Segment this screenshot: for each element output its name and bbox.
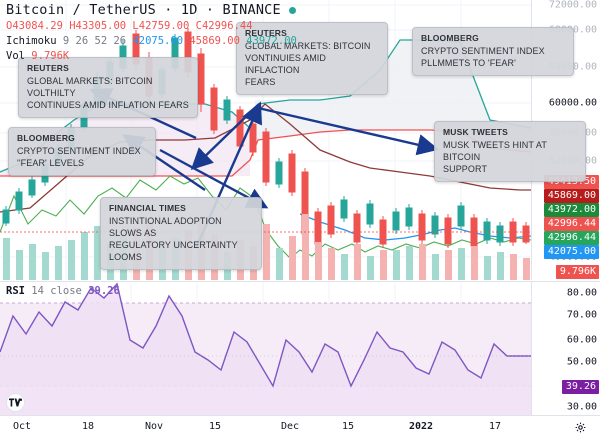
indicator-value-kijun: 45869.00 [189,35,240,47]
indicator-ichimoku-row[interactable]: Ichimoku 9 26 52 26 42075.00 45869.00 43… [6,35,297,47]
gear-icon[interactable] [573,420,587,434]
callout-headline-line-2: CONTINUES AMID INFLATION FEARS [27,100,189,110]
rsi-value-badge: 39.26 [561,380,599,394]
time-tick: 15 [341,421,355,432]
ichimoku-tenkan-line [299,213,531,241]
price-tick: 72000.00 [548,0,597,11]
callout-headline-line-2: PLLMMETS TO 'FEAR' [421,58,516,68]
callout-reuters-inflation[interactable]: REUTERS GLOBAL MARKETS: BITCOIN VONTINUI… [236,22,388,95]
rsi-legend[interactable]: RSI 14 close 39.26 [6,285,120,297]
symbol-title-text: Bitcoin / TetherUS · 1D · BINANCE [6,2,281,18]
price-badge-senkou-a: 43972.00 [543,203,599,217]
callout-headline-line-1: GLOBAL MARKETS: BITCOIN VOLTHILTY [27,76,153,98]
callout-financial-times-adoption[interactable]: FINANCIAL TIMES INSTINTIONAL ADOPTION SL… [100,197,262,270]
time-tick: 15 [208,421,222,432]
tradingview-logo-icon [9,398,22,407]
callout-headline-line-2: SUPPORT [443,164,488,174]
time-tick: Dec [280,421,300,432]
callout-bloomberg-fear-levels[interactable]: BLOOMBERG CRYPTO SENTIMENT INDEX ''FEAR'… [8,127,156,176]
rsi-tick: 70.00 [566,309,597,321]
callout-headline-line-2: ''FEAR' LEVELS [17,158,85,168]
rsi-chart-pane[interactable] [0,281,531,415]
callout-headline-line-1: INSTINTIONAL ADOPTION SLOWS AS [109,216,222,238]
tradingview-logo[interactable] [6,393,25,412]
volume-legend-row[interactable]: Vol 9.796K [6,50,297,62]
rsi-tick: 80.00 [566,287,597,299]
time-tick: Oct [12,421,32,432]
rsi-axis[interactable]: 80.00 70.00 60.00 50.00 39.26 30.00 [531,281,600,415]
rsi-tick: 50.00 [566,356,597,368]
callout-source: REUTERS [245,28,288,38]
price-tick: 60000.00 [548,97,597,109]
time-tick: Nov [144,421,164,432]
volume-value: 9.796K [31,50,70,62]
time-axis[interactable]: Oct 18 Nov 15 Dec 15 2022 17 [0,415,600,438]
indicator-params: 9 26 52 26 [62,35,127,47]
rsi-tick: 60.00 [566,334,597,346]
callout-headline-line-3: LOOMS [109,252,143,262]
indicator-name: Ichimoku [6,35,57,47]
rsi-name: RSI [6,285,25,297]
ichimoku-chikou-line [0,175,531,259]
callout-headline-line-1: CRYPTO SENTIMENT INDEX [421,46,545,56]
callout-source: REUTERS [27,63,70,73]
callout-source: MUSK TWEETS [443,127,509,137]
callout-headline-line-2: VONTINUIES AMID INFLACTION [245,53,327,75]
price-badge-last-green: 42996.44 [543,231,599,245]
callout-musk-tweets[interactable]: MUSK TWEETS MUSK TWEETS HINT AT BITCOIN … [434,121,586,182]
price-badge-tenkan: 42075.00 [543,245,599,259]
callout-headline-line-3: FEARS [245,77,276,87]
rsi-line [0,282,531,388]
callout-headline-line-1: MUSK TWEETS HINT AT BITCOIN [443,140,547,162]
indicator-value-senkou-a: 43972.00 [246,35,297,47]
price-badge-last-red: 42996.44 [543,217,599,231]
rsi-tick: 30.00 [566,401,597,413]
callout-headline-line-1: GLOBAL MARKETS: BITCOIN [245,41,371,51]
callout-bloomberg-plummets[interactable]: BLOOMBERG CRYPTO SENTIMENT INDEX PLLMMET… [412,27,574,76]
callout-source: BLOOMBERG [421,33,479,43]
time-tick: 18 [81,421,95,432]
time-tick-year: 2022 [408,421,434,432]
time-tick: 17 [488,421,502,432]
callout-source: FINANCIAL TIMES [109,203,186,213]
symbol-title[interactable]: Bitcoin / TetherUS · 1D · BINANCE [6,2,297,18]
callout-headline-line-2: REGULATORY UNCERTAINTY [109,240,238,250]
callout-headline-line-1: CRYPTO SENTIMENT INDEX [17,146,141,156]
rsi-value: 39.26 [88,285,120,297]
ohlc-values: O43084.29 H43305.00 L42759.00 C42996.44 [6,20,297,32]
live-dot-icon [288,6,296,14]
callout-source: BLOOMBERG [17,133,75,143]
ohlc-text: O43084.29 H43305.00 L42759.00 C42996.44 [6,20,253,32]
rsi-params: 14 close [31,285,82,297]
price-badge-kijun: 45869.00 [543,189,599,203]
volume-label: Vol [6,50,25,62]
callout-reuters-volatility[interactable]: REUTERS GLOBAL MARKETS: BITCOIN VOLTHILT… [18,57,198,118]
indicator-value-tenkan: 42075.00 [132,35,184,47]
rsi-chart-svg [0,282,531,415]
volume-badge: 9.796K [555,265,599,279]
rsi-area-fill [0,284,531,415]
chart-legend: Bitcoin / TetherUS · 1D · BINANCE O43084… [6,2,297,62]
